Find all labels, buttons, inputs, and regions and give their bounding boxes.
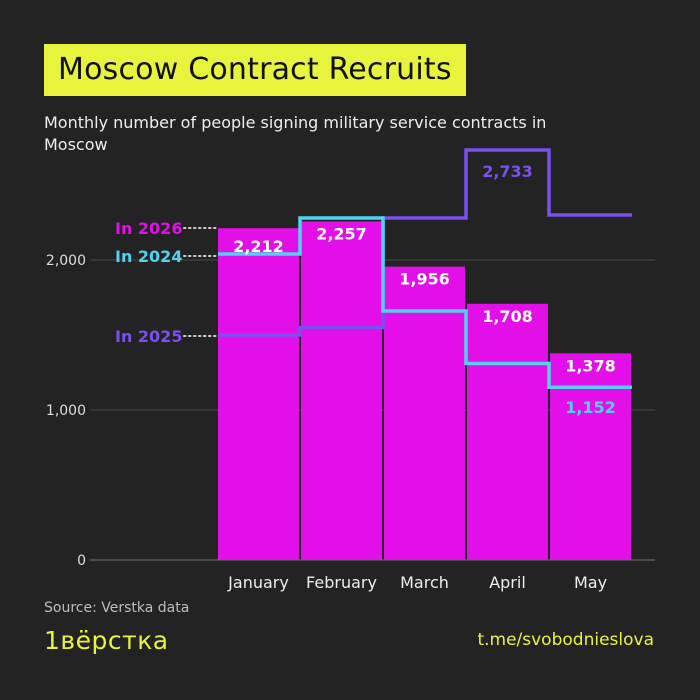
series-2025-step-line bbox=[218, 148, 632, 337]
bar-april bbox=[467, 303, 548, 560]
bar-value-label: 1,378 bbox=[565, 356, 616, 375]
source-note: Source: Verstka data bbox=[44, 600, 190, 616]
bar-march bbox=[384, 266, 465, 560]
series-label-2025: In 2025 bbox=[115, 327, 182, 346]
bar-value-label: 2,257 bbox=[316, 224, 367, 243]
x-tick-label: March bbox=[400, 573, 449, 592]
bar-february bbox=[301, 221, 382, 560]
series-label-2024: In 2024 bbox=[115, 247, 182, 266]
channel-link[interactable]: t.me/svobodnieslova bbox=[477, 630, 654, 650]
x-tick-label: February bbox=[306, 573, 377, 592]
series-2024-step-line bbox=[218, 216, 632, 389]
bar-value-label: 1,956 bbox=[399, 270, 450, 289]
y-tick-label: 0 bbox=[77, 553, 86, 569]
brand-logo: 1вёрстка bbox=[44, 626, 169, 655]
x-tick-label: January bbox=[227, 573, 289, 592]
bar-value-label: 1,708 bbox=[482, 307, 533, 326]
chart-title: Moscow Contract Recruits bbox=[44, 44, 466, 96]
bar-value-label: 2,212 bbox=[233, 237, 284, 256]
series-2025-value-label: 2,733 bbox=[482, 162, 533, 181]
bar-may bbox=[550, 353, 631, 560]
x-tick-label: April bbox=[489, 573, 526, 592]
series-label-2026: In 2026 bbox=[115, 219, 182, 238]
bar-january bbox=[218, 228, 299, 560]
y-tick-label: 2,000 bbox=[46, 253, 86, 269]
y-tick-label: 1,000 bbox=[46, 403, 86, 419]
chart-subtitle: Monthly number of people signing militar… bbox=[44, 113, 547, 154]
x-tick-label: May bbox=[574, 573, 607, 592]
series-2024-value-label: 1,152 bbox=[565, 398, 616, 417]
